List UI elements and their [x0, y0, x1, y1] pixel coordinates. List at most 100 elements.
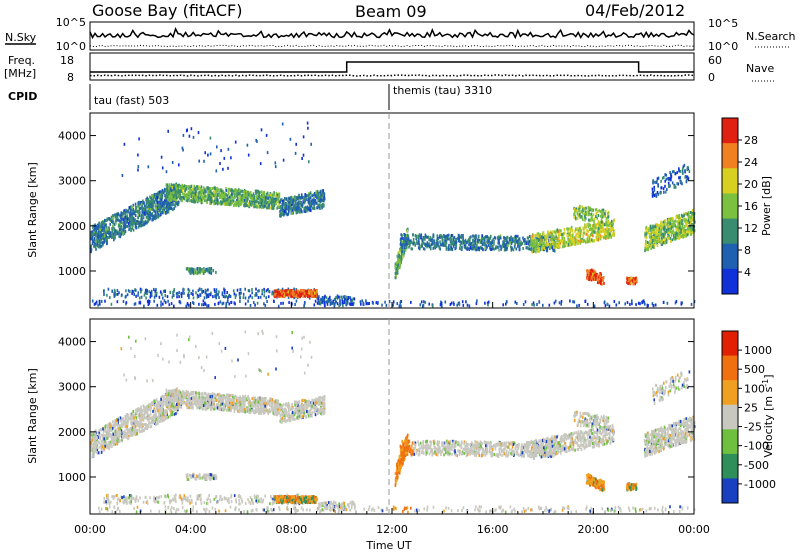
- cell-2725: [305, 291, 308, 295]
- cell-237: [161, 194, 164, 198]
- cell-3868: [472, 239, 475, 243]
- cell-897: [98, 221, 100, 225]
- cell-2712: [274, 290, 277, 293]
- cell-3648: [433, 245, 436, 249]
- cell-2001: [294, 195, 296, 199]
- cell-4496: [587, 206, 590, 210]
- cell-111: [142, 199, 144, 203]
- cell-3781: [500, 245, 503, 249]
- cell-2107: [285, 204, 288, 208]
- cell-4226: [602, 221, 604, 225]
- cell-4198: [567, 243, 570, 247]
- cell-3846: [500, 247, 502, 251]
- cell-4418: [598, 233, 600, 237]
- cell-2420: [175, 292, 178, 296]
- cell-1758: [198, 199, 201, 203]
- cell-778: [167, 207, 170, 211]
- cell-4228: [601, 225, 603, 229]
- cell-1607: [228, 195, 231, 199]
- cell-2849: [462, 303, 465, 307]
- cell-623: [101, 228, 103, 232]
- cell-4043: [596, 235, 599, 239]
- cell-2021: [286, 207, 289, 211]
- cell-3848: [514, 242, 516, 246]
- cell-1690: [215, 189, 217, 193]
- cell-2148: [323, 203, 325, 207]
- cell-1880: [316, 196, 318, 200]
- cell-2229: [192, 268, 195, 271]
- cell-1634: [231, 188, 233, 192]
- cell-2132: [316, 190, 319, 194]
- cell-3378: [422, 241, 425, 245]
- cell-2395: [135, 294, 137, 298]
- cell-2896: [350, 300, 352, 304]
- cell-4505: [589, 213, 591, 216]
- cell-2836: [256, 301, 259, 305]
- cell-2258: [263, 287, 265, 291]
- cell-4240: [591, 239, 594, 243]
- cell-3294: [468, 243, 470, 247]
- cell-1422: [179, 191, 181, 195]
- cell-1214: [266, 203, 268, 207]
- cell-4425: [574, 209, 577, 213]
- cell-3853: [469, 239, 471, 243]
- cell-777: [93, 241, 96, 245]
- cell-4414: [584, 224, 586, 228]
- cell-4304: [542, 239, 545, 243]
- cell-1451: [263, 198, 265, 202]
- cell-215: [132, 228, 135, 232]
- cell-4936: [681, 222, 683, 226]
- cell-2742: [302, 294, 304, 298]
- cell-3038: [505, 300, 508, 304]
- cell-1665: [263, 191, 265, 195]
- cell-2493: [301, 292, 303, 296]
- cell-3785: [471, 247, 473, 251]
- cell-2687: [279, 289, 282, 293]
- cell-4049: [567, 227, 570, 231]
- cell-4616: [599, 275, 602, 278]
- cell-4397: [586, 237, 589, 241]
- cell-1786: [271, 202, 273, 206]
- cell-3049: [346, 301, 349, 305]
- cell-694: [111, 235, 114, 239]
- cell-4962: [681, 229, 684, 233]
- cell-3608: [499, 244, 501, 248]
- cell-896: [99, 228, 101, 232]
- cell-394: [161, 188, 164, 192]
- cell-617: [165, 199, 168, 203]
- cell-2271: [160, 290, 162, 294]
- cell-4289: [610, 228, 612, 232]
- cell-4005: [542, 233, 545, 237]
- cell-2909: [342, 304, 344, 308]
- cell-1674: [219, 195, 222, 199]
- cell-88: [125, 216, 128, 219]
- cell-4840: [655, 226, 658, 230]
- cell-2094: [292, 196, 294, 200]
- cell-1897: [313, 207, 316, 210]
- cell-2457: [257, 296, 260, 299]
- cell-4506: [595, 212, 598, 215]
- cell-3857: [450, 234, 453, 237]
- cell-582: [155, 197, 157, 201]
- cell-4263: [597, 227, 600, 231]
- cell-2691: [295, 293, 298, 297]
- cell-1781: [268, 198, 271, 202]
- cell-2922: [162, 302, 164, 306]
- cell-2251: [233, 292, 236, 296]
- cell-558: [152, 204, 155, 208]
- cell-2927: [233, 301, 236, 305]
- cell-2135: [297, 205, 299, 209]
- cell-3773: [486, 238, 489, 242]
- cell-522: [154, 195, 157, 199]
- cell-1498: [180, 189, 183, 193]
- cell-2459: [138, 296, 141, 300]
- cell-1428: [225, 192, 227, 196]
- cell-3590: [463, 240, 465, 243]
- cell-1580: [233, 196, 235, 200]
- cell-353: [91, 242, 94, 246]
- cell-754: [156, 192, 159, 196]
- cell-796: [118, 223, 120, 227]
- cell-2082: [303, 206, 305, 210]
- cell-4307: [535, 239, 538, 243]
- cell-3849: [414, 241, 416, 245]
